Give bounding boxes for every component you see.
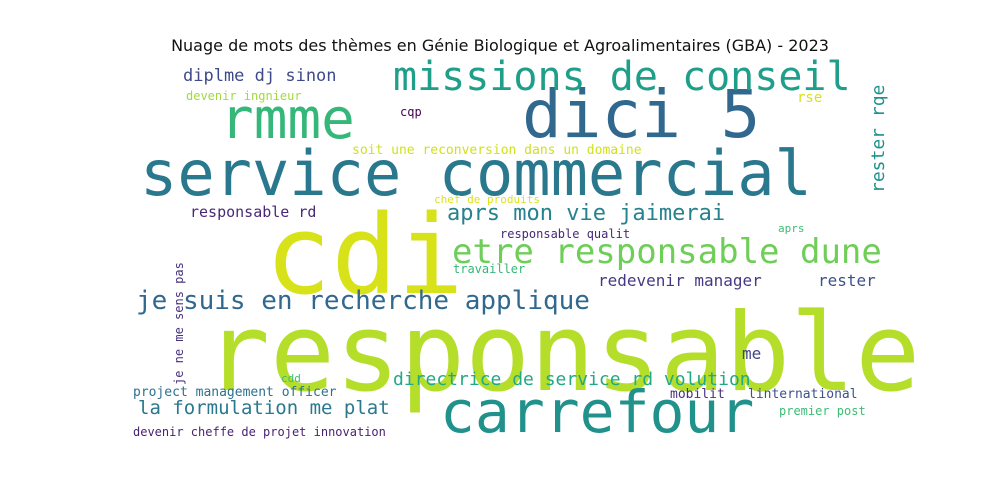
- word-soit-une-reconversion-dans-un-domaine: soit une reconversion dans un domaine: [352, 143, 642, 158]
- word-aprs-mon-vie-jaimerai: aprs mon vie jaimerai: [447, 201, 726, 226]
- word-project-management-officer: project management officer: [133, 385, 337, 400]
- word-responsable: responsable: [205, 291, 921, 416]
- word-service-commercial: service commercial: [140, 137, 812, 210]
- word-missions-de-conseil: missions de conseil: [393, 54, 851, 100]
- word-devenir-ingnieur: devenir ingnieur: [186, 89, 302, 103]
- word-rester-rqe: rester rqe: [868, 84, 889, 193]
- word-redevenir-manager: redevenir manager: [598, 271, 762, 290]
- word-devenir-cheffe-de-projet-innovation: devenir cheffe de projet innovation: [133, 425, 386, 439]
- word-me: me: [742, 344, 762, 363]
- word-je-ne-me-sens-pas: je ne me sens pas: [172, 262, 186, 385]
- word-responsable-qualit: responsable qualit: [500, 227, 631, 241]
- word-rester: rester: [818, 271, 876, 290]
- word-cqp: cqp: [400, 105, 422, 119]
- word-cdi: cdi: [265, 191, 464, 319]
- word-carrefour: carrefour: [440, 378, 755, 446]
- word-cloud: responsable cdi service commercial carrefou…: [127, 54, 920, 446]
- chart-title: Nuage de mots des thèmes en Génie Biolog…: [171, 36, 829, 55]
- word-rse: rse: [797, 90, 823, 106]
- word-directrice-de-service-rd-volution: directrice de service rd volution: [393, 369, 751, 390]
- word-responsable-rd: responsable rd: [190, 203, 317, 221]
- word-chef-de-produits: chef de produits: [434, 193, 540, 206]
- word-mobilit: mobilit: [670, 387, 725, 402]
- word-diplme-dj-sinon: diplme dj sinon: [183, 66, 337, 86]
- word-premier-post: premier post: [779, 404, 866, 418]
- word-aprs: aprs: [778, 222, 805, 235]
- word-travailler: travailler: [453, 262, 526, 276]
- word-rmme: rmme: [220, 87, 355, 152]
- word-dici-5: dici 5: [522, 76, 761, 153]
- word-etre-responsable-dune: etre responsable dune: [452, 232, 882, 272]
- word-cdd: cdd: [281, 372, 301, 385]
- word-je-suis-en-recherche-applique: je suis en recherche applique: [136, 286, 590, 316]
- word-la-formulation-me-plat: la formulation me plat: [138, 397, 390, 419]
- word-linternational: linternational: [748, 387, 858, 402]
